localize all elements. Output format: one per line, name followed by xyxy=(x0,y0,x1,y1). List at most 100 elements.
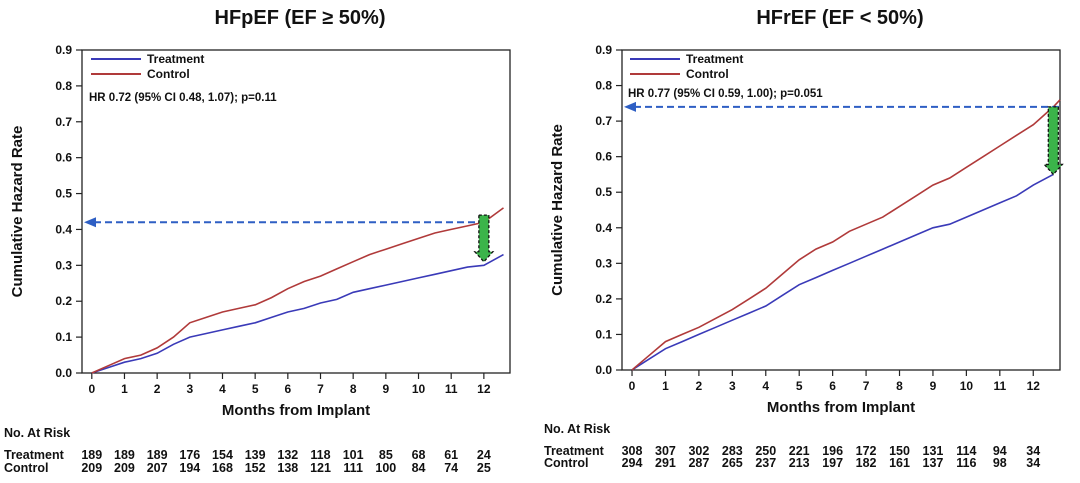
y-tick-label: 0.1 xyxy=(55,330,72,344)
y-tick-label: 0.2 xyxy=(595,292,612,306)
y-tick-label: 0.3 xyxy=(595,256,612,270)
x-tick-label: 11 xyxy=(445,382,458,396)
at-risk-value: 194 xyxy=(179,461,200,475)
at-risk-value: 307 xyxy=(655,444,676,458)
at-risk-heading: No. At Risk xyxy=(4,426,70,440)
at-risk-value: 94 xyxy=(993,444,1007,458)
at-risk-value: 100 xyxy=(375,461,396,475)
difference-arrow xyxy=(1042,106,1064,176)
at-risk-value: 291 xyxy=(655,456,676,470)
legend-label-control: Control xyxy=(686,67,729,81)
at-risk-value: 176 xyxy=(179,448,200,462)
at-risk-value: 207 xyxy=(147,461,168,475)
at-risk-value: 294 xyxy=(622,456,643,470)
y-tick-label: 0.0 xyxy=(55,366,72,380)
at-risk-value: 302 xyxy=(688,444,709,458)
at-risk-value: 74 xyxy=(444,461,458,475)
at-risk-row-label: Treatment xyxy=(4,448,65,462)
x-tick-label: 6 xyxy=(829,379,836,393)
series-line-control xyxy=(91,207,504,374)
at-risk-heading: No. At Risk xyxy=(544,422,610,436)
x-tick-label: 2 xyxy=(154,382,161,396)
chart-panel-2: HFrEF (EF < 50%) 0.0 0.1 0.2 0.3 0.4 0.5 0.6 0.7… xyxy=(544,7,1064,470)
at-risk-value: 85 xyxy=(379,448,393,462)
x-tick-label: 3 xyxy=(729,379,736,393)
x-tick-label: 1 xyxy=(121,382,128,396)
plot-frame xyxy=(621,49,1061,371)
y-tick-label: 0.4 xyxy=(595,221,612,235)
at-risk-value: 287 xyxy=(688,456,709,470)
plot-frame xyxy=(81,49,511,374)
at-risk-value: 213 xyxy=(789,456,810,470)
at-risk-row-label: Control xyxy=(4,461,48,475)
at-risk-value: 98 xyxy=(993,456,1007,470)
x-axis-label: Months from Implant xyxy=(222,402,370,419)
at-risk-value: 150 xyxy=(889,444,910,458)
x-tick-label: 9 xyxy=(383,382,390,396)
x-tick-label: 0 xyxy=(88,382,95,396)
at-risk-value: 116 xyxy=(956,456,976,470)
y-tick-label: 0.7 xyxy=(55,115,72,129)
y-axis-label: Cumulative Hazard Rate xyxy=(549,124,566,296)
at-risk-value: 209 xyxy=(81,461,102,475)
at-risk-value: 84 xyxy=(412,461,426,475)
at-risk-value: 111 xyxy=(343,461,363,475)
at-risk-value: 152 xyxy=(245,461,266,475)
x-tick-label: 0 xyxy=(629,379,636,393)
at-risk-value: 34 xyxy=(1026,444,1040,458)
chart-title: HFpEF (EF ≥ 50%) xyxy=(215,7,386,29)
y-tick-label: 0.9 xyxy=(595,43,612,57)
x-tick-label: 4 xyxy=(762,379,769,393)
x-tick-label: 10 xyxy=(960,379,974,393)
at-risk-value: 121 xyxy=(310,461,331,475)
y-tick-label: 0.7 xyxy=(595,114,612,128)
at-risk-value: 182 xyxy=(856,456,877,470)
at-risk-value: 221 xyxy=(789,444,810,458)
chart-panel-1: HFpEF (EF ≥ 50%) 0.0 0.1 0.2 0.3 0.4 0.5 0.6 0.7… xyxy=(4,7,511,475)
at-risk-value: 34 xyxy=(1026,456,1040,470)
at-risk-value: 25 xyxy=(477,461,491,475)
y-tick-label: 0.3 xyxy=(55,258,72,272)
x-tick-label: 3 xyxy=(186,382,193,396)
at-risk-value: 265 xyxy=(722,456,743,470)
y-tick-label: 0.4 xyxy=(55,222,72,236)
at-risk-row-label: Treatment xyxy=(544,444,605,458)
y-tick-label: 0.9 xyxy=(55,43,72,57)
hazard-ratio-annotation: HR 0.72 (95% CI 0.48, 1.07); p=0.11 xyxy=(89,92,277,104)
series-line-control xyxy=(631,99,1061,371)
y-tick-label: 0.8 xyxy=(595,79,612,93)
at-risk-value: 237 xyxy=(755,456,776,470)
at-risk-value: 283 xyxy=(722,444,743,458)
at-risk-value: 197 xyxy=(822,456,843,470)
at-risk-value: 172 xyxy=(856,444,877,458)
at-risk-value: 161 xyxy=(889,456,910,470)
x-tick-label: 2 xyxy=(696,379,703,393)
at-risk-value: 24 xyxy=(477,448,491,462)
at-risk-value: 114 xyxy=(956,444,976,458)
x-tick-label: 8 xyxy=(350,382,357,396)
x-tick-label: 9 xyxy=(930,379,937,393)
at-risk-value: 137 xyxy=(923,456,944,470)
y-tick-label: 0.1 xyxy=(595,327,612,341)
at-risk-value: 168 xyxy=(212,461,233,475)
difference-arrow xyxy=(473,214,495,263)
x-tick-label: 5 xyxy=(252,382,259,396)
at-risk-value: 68 xyxy=(412,448,426,462)
at-risk-value: 131 xyxy=(923,444,944,458)
at-risk-value: 189 xyxy=(114,448,135,462)
x-tick-label: 12 xyxy=(477,382,491,396)
at-risk-row-label: Control xyxy=(544,456,588,470)
at-risk-value: 132 xyxy=(277,448,298,462)
hazard-ratio-annotation: HR 0.77 (95% CI 0.59, 1.00); p=0.051 xyxy=(628,88,823,100)
x-tick-label: 1 xyxy=(662,379,669,393)
x-tick-label: 7 xyxy=(863,379,870,393)
at-risk-value: 118 xyxy=(310,448,330,462)
at-risk-value: 101 xyxy=(343,448,364,462)
at-risk-value: 154 xyxy=(212,448,233,462)
reference-arrowhead xyxy=(84,217,96,228)
y-tick-label: 0.6 xyxy=(595,150,612,164)
x-tick-label: 4 xyxy=(219,382,226,396)
legend-label-control: Control xyxy=(147,67,190,81)
y-tick-label: 0.5 xyxy=(595,185,612,199)
